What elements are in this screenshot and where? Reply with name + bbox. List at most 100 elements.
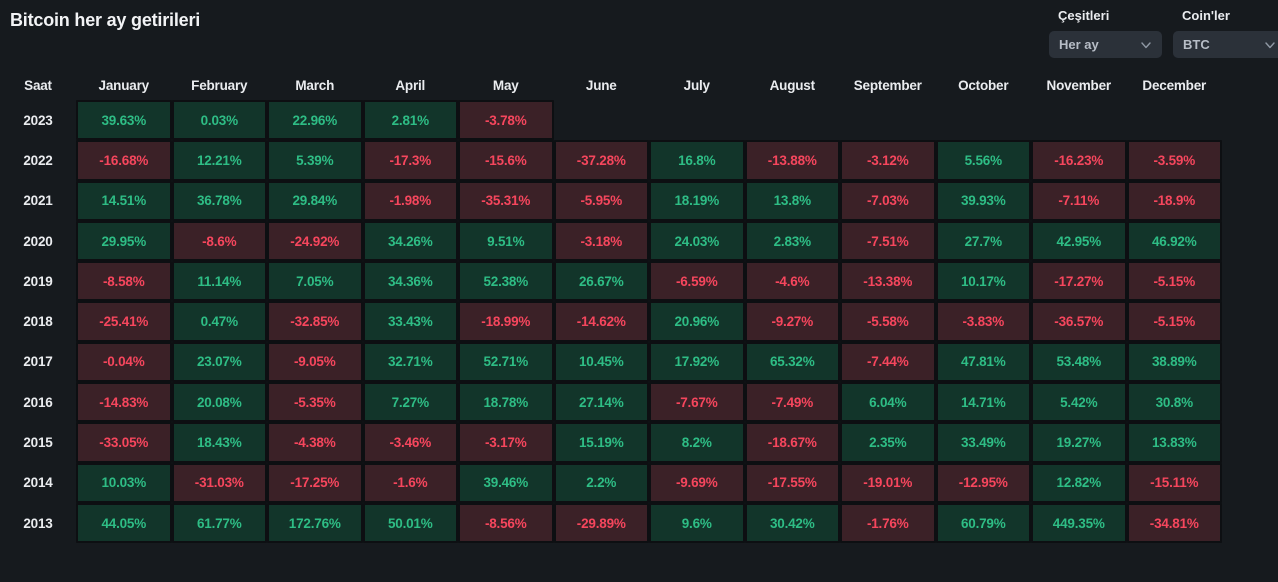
- return-cell: 9.6%: [649, 502, 745, 544]
- return-cell: 24.03%: [649, 220, 745, 262]
- return-cell: 52.71%: [458, 341, 554, 383]
- return-cell: -12.95%: [935, 462, 1031, 503]
- chevron-down-icon: [1140, 39, 1152, 51]
- empty-cell: [649, 100, 745, 140]
- year-label: 2022: [23, 152, 53, 168]
- return-cell: -1.98%: [362, 180, 458, 221]
- returns-table: Saat January February March April May June July…: [0, 70, 1222, 544]
- return-cell: -16.23%: [1031, 140, 1127, 181]
- return-cell: 14.51%: [76, 180, 172, 221]
- return-cell: 27.14%: [553, 382, 649, 423]
- return-cell: -35.31%: [458, 180, 554, 221]
- return-cell: 38.89%: [1126, 341, 1222, 383]
- year-label: 2023: [23, 112, 53, 128]
- coins-dropdown-value: BTC: [1183, 37, 1210, 52]
- return-cell: 20.08%: [171, 382, 267, 423]
- return-cell: -17.25%: [267, 462, 363, 503]
- column-header: September: [853, 77, 922, 93]
- return-cell: 32.71%: [362, 341, 458, 383]
- return-cell: -3.59%: [1126, 140, 1222, 181]
- return-cell: 22.96%: [267, 100, 363, 141]
- return-cell: -17.27%: [1031, 261, 1127, 302]
- return-cell: 5.42%: [1031, 382, 1127, 423]
- return-cell: 30.42%: [744, 502, 840, 544]
- return-cell: 23.07%: [171, 341, 267, 383]
- return-cell: 50.01%: [362, 502, 458, 544]
- return-cell: 42.95%: [1031, 220, 1127, 262]
- return-cell: 7.27%: [362, 382, 458, 423]
- return-cell: -13.38%: [840, 261, 936, 302]
- variety-dropdown[interactable]: Her ay: [1049, 31, 1162, 58]
- year-label: 2018: [23, 314, 53, 330]
- return-cell: 5.39%: [267, 140, 363, 181]
- return-cell: 29.95%: [76, 220, 172, 262]
- return-cell: -14.62%: [553, 301, 649, 342]
- column-header: December: [1142, 77, 1207, 93]
- coins-dropdown[interactable]: BTC: [1173, 31, 1278, 58]
- return-cell: -9.05%: [267, 341, 363, 383]
- variety-dropdown-value: Her ay: [1059, 37, 1099, 52]
- return-cell: -17.55%: [744, 462, 840, 503]
- return-cell: 33.49%: [935, 422, 1031, 463]
- return-cell: 0.47%: [171, 301, 267, 342]
- chevron-down-icon: [1264, 39, 1276, 51]
- return-cell: 18.43%: [171, 422, 267, 463]
- return-cell: -7.67%: [649, 382, 745, 423]
- return-cell: 61.77%: [171, 502, 267, 544]
- return-cell: -33.05%: [76, 422, 172, 463]
- return-cell: -17.3%: [362, 140, 458, 181]
- return-cell: -8.58%: [76, 261, 172, 302]
- column-header: July: [683, 77, 710, 93]
- page-title: Bitcoin her ay getirileri: [10, 10, 201, 30]
- return-cell: 8.2%: [649, 422, 745, 463]
- return-cell: -7.03%: [840, 180, 936, 221]
- return-cell: 13.8%: [744, 180, 840, 221]
- return-cell: 27.7%: [935, 220, 1031, 262]
- return-cell: -16.68%: [76, 140, 172, 181]
- column-header: February: [191, 77, 248, 93]
- return-cell: -15.6%: [458, 140, 554, 181]
- return-cell: -13.88%: [744, 140, 840, 181]
- return-cell: 34.26%: [362, 220, 458, 262]
- coins-control-group: Coin'ler BTC: [1173, 8, 1278, 58]
- return-cell: 47.81%: [935, 341, 1031, 383]
- year-label: 2019: [23, 273, 53, 289]
- return-cell: 12.21%: [171, 140, 267, 181]
- return-cell: -5.58%: [840, 301, 936, 342]
- return-cell: -7.49%: [744, 382, 840, 423]
- time-column-header: Saat: [24, 77, 52, 93]
- column-header: November: [1046, 77, 1112, 93]
- return-cell: 39.46%: [458, 462, 554, 503]
- column-header: August: [769, 77, 815, 93]
- return-cell: -32.85%: [267, 301, 363, 342]
- return-cell: -36.57%: [1031, 301, 1127, 342]
- return-cell: -37.28%: [553, 140, 649, 181]
- return-cell: -3.83%: [935, 301, 1031, 342]
- return-cell: 14.71%: [935, 382, 1031, 423]
- return-cell: 33.43%: [362, 301, 458, 342]
- return-cell: 2.35%: [840, 422, 936, 463]
- return-cell: -4.38%: [267, 422, 363, 463]
- return-cell: -31.03%: [171, 462, 267, 503]
- return-cell: -15.11%: [1126, 462, 1222, 503]
- column-header: January: [98, 77, 150, 93]
- return-cell: 18.19%: [649, 180, 745, 221]
- return-cell: -5.15%: [1126, 301, 1222, 342]
- return-cell: -8.6%: [171, 220, 267, 262]
- return-cell: 9.51%: [458, 220, 554, 262]
- return-cell: -34.81%: [1126, 502, 1222, 544]
- empty-cell: [840, 100, 936, 140]
- empty-cell: [554, 100, 650, 140]
- return-cell: -18.99%: [458, 301, 554, 342]
- return-cell: 449.35%: [1031, 502, 1127, 544]
- return-cell: 11.14%: [171, 261, 267, 302]
- year-label: 2015: [23, 435, 53, 451]
- return-cell: 39.93%: [935, 180, 1031, 221]
- return-cell: 2.2%: [553, 462, 649, 503]
- return-cell: 13.83%: [1126, 422, 1222, 463]
- return-cell: 2.81%: [362, 100, 458, 141]
- return-cell: -5.95%: [553, 180, 649, 221]
- empty-cell: [936, 100, 1032, 140]
- return-cell: -7.44%: [840, 341, 936, 383]
